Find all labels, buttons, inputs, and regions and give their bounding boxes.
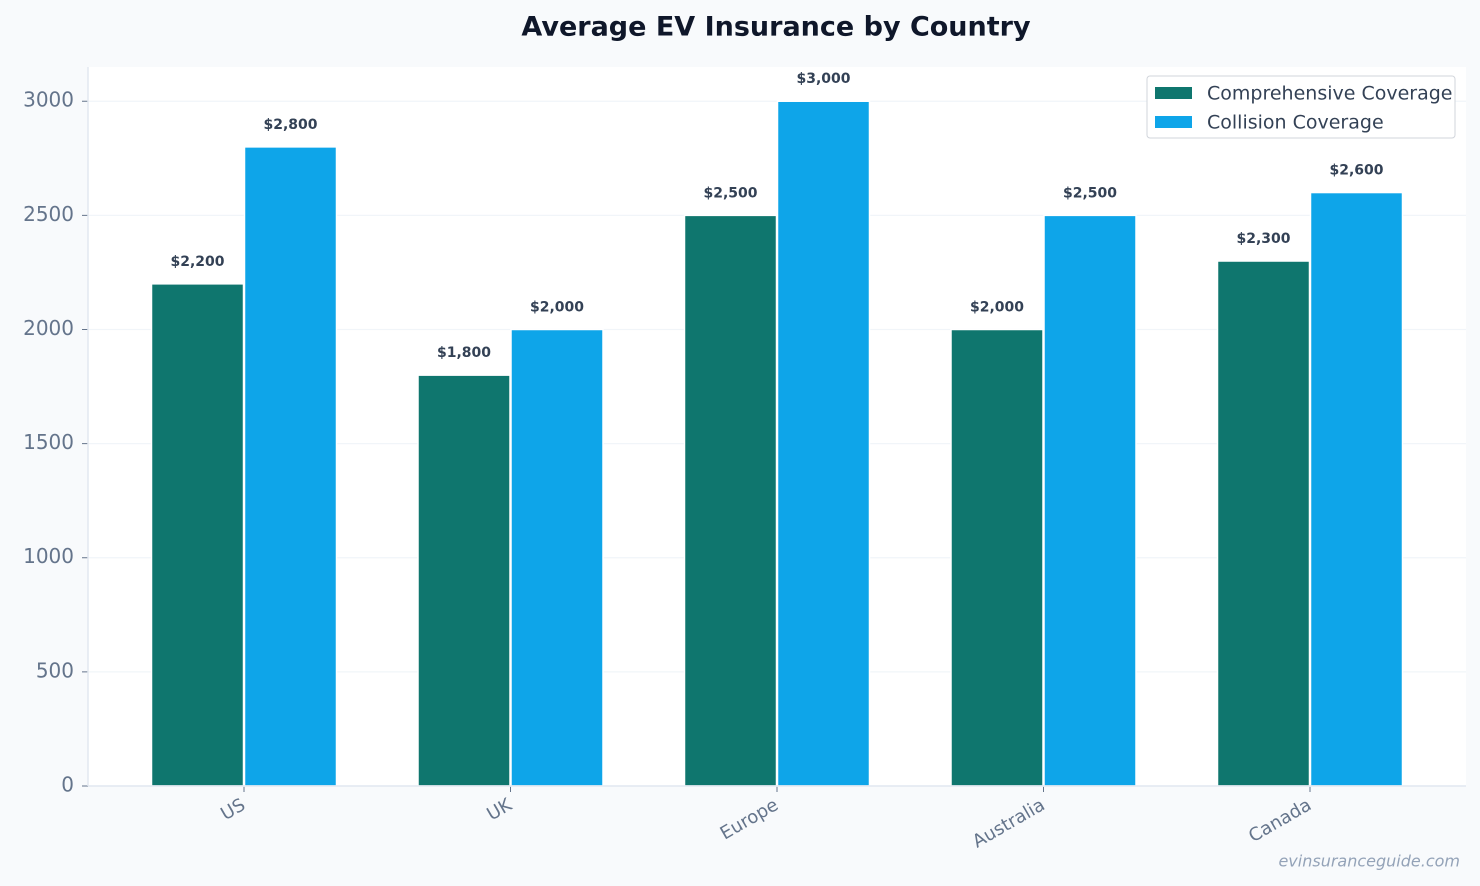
bar [1043, 214, 1137, 787]
value-label: $2,800 [263, 117, 317, 133]
y-tick-label: 500 [36, 658, 74, 682]
y-tick-label: 1500 [23, 430, 74, 454]
bar [776, 100, 871, 787]
chart-title: Average EV Insurance by Country [521, 12, 1031, 43]
value-label: $2,300 [1236, 231, 1290, 247]
bar [150, 283, 245, 787]
y-tick-label: 3000 [23, 88, 74, 112]
value-label: $2,500 [703, 185, 757, 201]
bar [1216, 260, 1311, 787]
legend-swatch [1155, 87, 1192, 99]
watermark: evinsuranceguide.com [1278, 852, 1460, 871]
bar [1309, 191, 1404, 787]
bar [950, 328, 1044, 787]
legend-label: Collision Coverage [1207, 112, 1384, 134]
legend-box [1146, 75, 1456, 139]
bar [683, 214, 778, 787]
y-tick-label: 1000 [23, 544, 74, 568]
bar [243, 146, 338, 787]
value-label: $2,500 [1063, 185, 1117, 201]
y-tick-label: 2500 [23, 202, 74, 226]
value-label: $2,000 [970, 299, 1024, 315]
value-label: $2,200 [170, 254, 224, 270]
legend-swatch [1155, 116, 1192, 128]
y-tick-label: 2000 [23, 316, 74, 340]
bar [510, 328, 604, 787]
value-label: $3,000 [796, 71, 850, 87]
value-label: $2,000 [530, 299, 584, 315]
bar [417, 374, 511, 787]
value-label: $1,800 [437, 345, 491, 361]
value-label: $2,600 [1329, 163, 1383, 179]
y-tick-label: 0 [61, 773, 74, 797]
legend-label: Comprehensive Coverage [1207, 83, 1453, 105]
